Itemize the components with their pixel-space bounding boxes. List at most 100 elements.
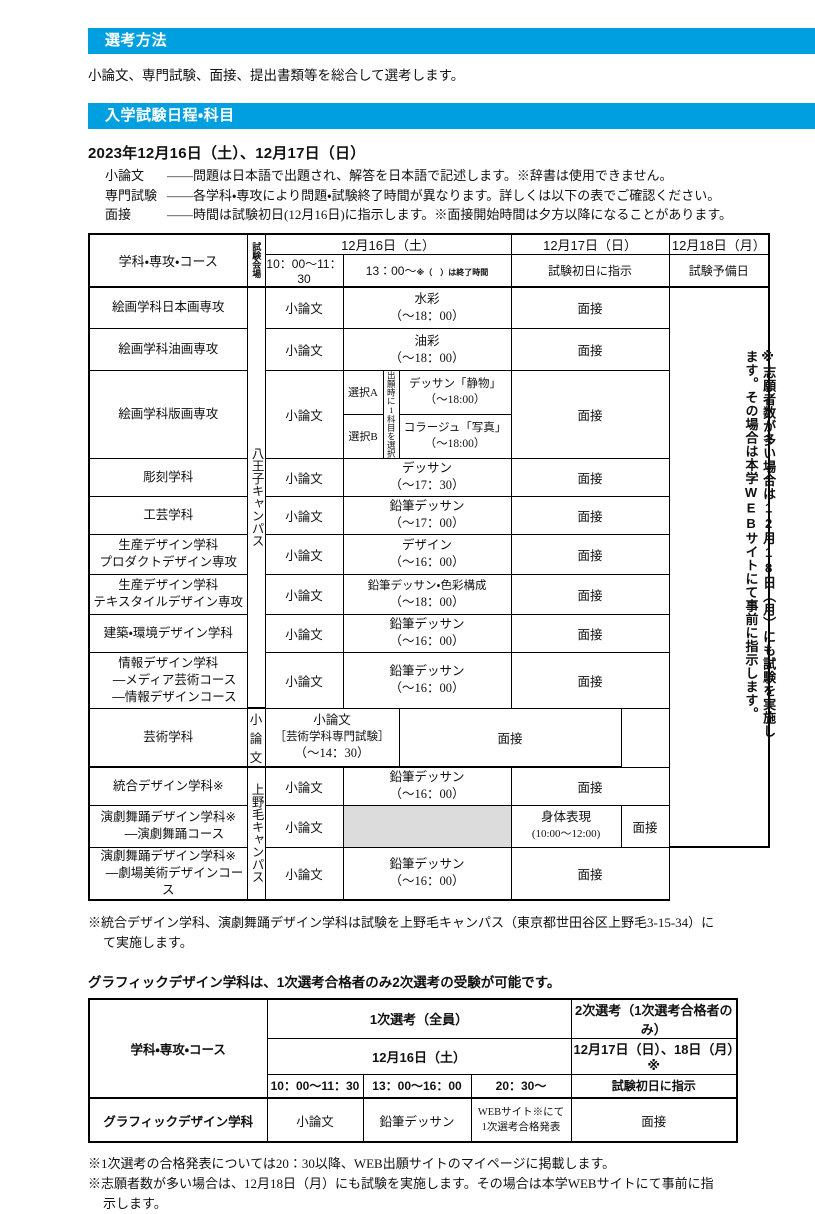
section-heading-selection-method: 選考方法 (88, 28, 815, 54)
row-day2: 面接 (510, 766, 670, 806)
row-course-name-text: 演劇舞踊デザイン学科※ —演劇舞踊コース (100, 810, 236, 841)
row-subject-time: （〜16：00） (389, 681, 465, 695)
row-choice-note-label: 出願時に1科目を選択 (386, 371, 397, 458)
table-row: 情報デザイン学科 —メディア芸術コース —情報デザインコース 小論文 鉛筆デッサ… (88, 651, 769, 709)
exam-note-row: 専門試験 ——各学科・専攻により問題・試験終了時間が異なります。詳しくは以下の表で… (105, 186, 815, 206)
row-course-name: 生産デザイン学科 テキスタイルデザイン専攻 (88, 573, 248, 615)
graphic-subhead: グラフィックデザイン学科は、1次選考合格者のみ2次選考の受験が可能です。 (88, 974, 561, 990)
row-subject-name: 鉛筆デッサン (389, 499, 465, 513)
header-venue-col: 試験会場 (246, 232, 266, 288)
gd-header-stage2-sub: 試験初日に指示 (570, 1073, 738, 1099)
header-slot2: 13：00〜※（ ）は終了時間 (342, 253, 512, 288)
row-slot1: 小論文 (264, 328, 344, 371)
row-slot1: 小論文 (246, 707, 266, 768)
exam-note-dash: —— (167, 207, 193, 222)
header-venue-label: 試験会場 (251, 242, 262, 278)
gd-row-course-name: グラフィックデザイン学科 (88, 1097, 268, 1143)
gd-header-stage2-date: 12月17日（日）、18日（月）※ (570, 1037, 738, 1075)
row-course-name-text: 生産デザイン学科 テキスタイルデザイン専攻 (93, 578, 244, 609)
row-day2: 面接 (510, 533, 670, 575)
table-row: 工芸学科 小論文 鉛筆デッサン （〜17：00） 面接 (88, 495, 769, 535)
row-course-name-text: 生産デザイン学科 プロダクトデザイン専攻 (99, 538, 237, 569)
campus-hachioji-label: 八王子キャンパス (249, 447, 264, 548)
table-header-row-1: 学科・専攻・コース 試験会場 12月16日（土） 12月17日（日） 12月18… (88, 232, 771, 288)
gd-row-slot2: 鉛筆デッサン (362, 1097, 472, 1143)
header-course-col: 学科・専攻・コース (88, 232, 248, 288)
gd-header-stage2: 2次選考（1次選考合格者のみ） (570, 997, 738, 1039)
graphic-note-1: ※1次選考の合格発表については20：30以降、WEB出願サイトのマイページに掲載… (88, 1156, 616, 1171)
graphic-bottom-notes: ※1次選考の合格発表については20：30以降、WEB出願サイトのマイページに掲載… (88, 1154, 815, 1214)
row-course-name: 演劇舞踊デザイン学科※ —演劇舞踊コース (88, 804, 248, 848)
table-row: 選択B コラージュ「写真」 （〜18:00） (89, 413, 769, 459)
campus-footnote: ※統合デザイン学科、演劇舞踊デザイン学科は試験を上野毛キャンパス（東京都世田谷区… (88, 913, 815, 953)
row-course-name: 絵画学科版画専攻 (88, 370, 248, 459)
gd-data-row: グラフィックデザイン学科 小論文 鉛筆デッサン WEBサイト※にて 1次選考合格… (88, 1097, 738, 1143)
row-subject-name2: ［芸術学科専門試験］ (274, 731, 390, 744)
gd-header-course-col: 学科・専攻・コース (88, 997, 268, 1099)
exam-note-text: 各学科・専攻により問題・試験終了時間が異なります。詳しくは以下の表でご確認くださ… (193, 187, 721, 203)
day3-reserve-cell (668, 286, 771, 848)
row-choice-subject-b-name: コラージュ「写真」 (403, 422, 507, 435)
row-course-name: 彫刻学科 (88, 457, 248, 497)
table-row: 彫刻学科 小論文 デッサン （〜17：30） 面接 (88, 457, 769, 497)
exam-note-row: 面接 ——時間は試験初日(12月16日)に指示します。※面接開始時間は夕方以降にな… (105, 205, 815, 225)
row-subject-time: （〜16：00） (389, 555, 465, 569)
row-subject: 鉛筆デッサン （〜17：00） (342, 495, 512, 535)
row-subject: 小論文 ［芸術学科専門試験］ （〜14：30） (264, 707, 400, 768)
row-subject-time: （〜18：00） (389, 594, 465, 609)
exam-note-label: 小論文 (105, 168, 145, 183)
row-course-name: 絵画学科油画専攻 (88, 328, 248, 371)
row-day2: 面接 (510, 370, 670, 459)
row-course-name: 建築・環境デザイン学科 (88, 613, 248, 653)
gd-row-slot3-line2: 1次選考合格発表 (481, 1122, 561, 1133)
row-subject: 油彩 （〜18：00） (342, 328, 512, 371)
table-row: 建築・環境デザイン学科 小論文 鉛筆デッサン （〜16：00） 面接 (88, 613, 769, 653)
header-day3: 12月18日（月） (668, 232, 771, 255)
content-wrapper: 選考方法 小論文、専門試験、面接、提出書類等を総合して選考します。 入学試験日程… (88, 0, 815, 1214)
row-subject-time: （〜16：00） (389, 787, 465, 802)
row-day2: 面接 (510, 573, 670, 615)
table-row: 絵画学科油画専攻 小論文 油彩 （〜18：00） 面接 (88, 328, 769, 371)
table-header-row-2: 10：00〜11：30 13：00〜※（ ）は終了時間 試験初日に指示 試験予備… (89, 253, 771, 288)
gd-header-stage1-date: 12月16日（土） (266, 1037, 572, 1075)
selection-method-body: 小論文、専門試験、面接、提出書類等を総合して選考します。 (88, 68, 465, 83)
row-choice-tag-a: 選択A (342, 370, 384, 415)
row-choice-subject-a-time: （〜18:00） (424, 394, 486, 407)
graphic-design-table: 学科・専攻・コース 1次選考（全員） 2次選考（1次選考合格者のみ） 12月16… (88, 997, 738, 1143)
row-subject-name: 鉛筆デッサン (389, 857, 465, 871)
row-day2: 面接 (398, 707, 622, 768)
row-subject: 鉛筆デッサン （〜16：00） (342, 766, 512, 806)
row-slot1: 小論文 (264, 613, 344, 653)
table-row: 生産デザイン学科 プロダクトデザイン専攻 小論文 デザイン （〜16：00） 面接 (88, 533, 769, 575)
gd-header-row-3: 10：00〜11：30 13：00〜16：00 20：30〜 試験初日に指示 (89, 1073, 738, 1099)
gd-row-slot1: 小論文 (266, 1097, 364, 1143)
header-slot2-time: 13：00〜 (365, 263, 417, 278)
campus-kaminoge-cell: 上野毛キャンパス (246, 766, 266, 901)
gd-header-slot2: 13：00〜16：00 (362, 1073, 472, 1099)
row-course-name-text: 演劇舞踊デザイン学科※ —劇場美術デザインコース (93, 848, 244, 897)
row-day2-name: 身体表現 (541, 810, 592, 824)
table-row: 生産デザイン学科 テキスタイルデザイン専攻 小論文 鉛筆デッサン・色彩構成 （〜1… (88, 573, 769, 615)
row-day2: 身体表現 (10:00〜12:00) (510, 804, 622, 848)
row-course-name: 統合デザイン学科※ (88, 766, 248, 806)
row-subject-time: （〜18：00） (389, 308, 465, 323)
exam-notes-list: 小論文 —— 問題は日本語で出題され、解答を日本語で記述します。※辞書は使用できませ… (105, 166, 815, 225)
row-day2: 面接 (510, 328, 670, 371)
row-choice-note: 出願時に1科目を選択 (382, 370, 400, 459)
section-heading-exam-schedule: 入学試験日程・科目 (88, 103, 815, 129)
graphic-note-2-cont: 示します。 (103, 1196, 167, 1211)
row-subject-time: （〜16：00） (389, 634, 465, 648)
row-slot1: 小論文 (264, 286, 344, 329)
exam-note-text: 問題は日本語で出題され、解答を日本語で記述します。※辞書は使用できません。 (193, 168, 673, 183)
header-day2-sub: 試験初日に指示 (510, 253, 670, 288)
campus-footnote-line2: て実施します。 (103, 934, 193, 950)
campus-kaminoge-label: 上野毛キャンパス (249, 783, 264, 884)
row-choice-subject-b-time: （〜18:00） (424, 438, 486, 451)
row-subject-time: （〜14：30） (294, 746, 370, 761)
row-course-name: 演劇舞踊デザイン学科※ —劇場美術デザインコース (88, 846, 248, 901)
document-page: 選考方法 小論文、専門試験、面接、提出書類等を総合して選考します。 入学試験日程… (88, 28, 815, 1211)
row-subject: 鉛筆デッサン・色彩構成 （〜18：00） (342, 573, 512, 615)
row-slot1: 小論文 (264, 370, 344, 459)
exam-note-row: 小論文 ——問題は日本語で出題され、解答を日本語で記述します。※辞書は使用できませ… (105, 166, 815, 186)
gd-row-slot3: WEBサイト※にて 1次選考合格発表 (470, 1097, 572, 1143)
